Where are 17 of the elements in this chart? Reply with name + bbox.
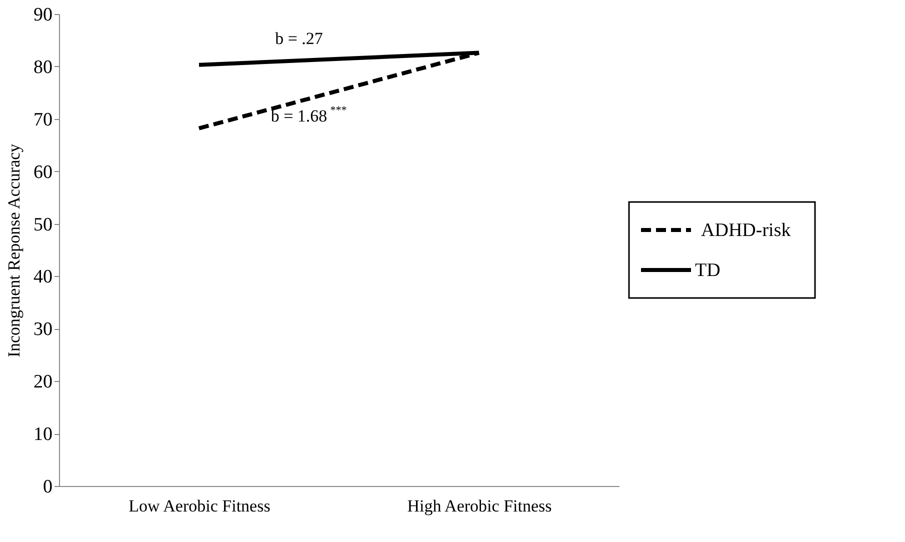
y-tick-label: 50 bbox=[34, 214, 52, 236]
x-tick-label: Low Aerobic Fitness bbox=[128, 496, 270, 516]
y-tick-label: 30 bbox=[34, 319, 52, 340]
y-tick-label: 90 bbox=[34, 4, 52, 26]
y-tick-label: 70 bbox=[34, 109, 52, 130]
legend-label: TD bbox=[695, 260, 720, 281]
y-tick-label: 80 bbox=[34, 56, 52, 78]
annotation: b = .27 bbox=[275, 28, 324, 48]
annotation: b = 1.68*** bbox=[270, 104, 347, 126]
legend-label: ADHD-risk bbox=[701, 220, 792, 241]
y-tick-label: 60 bbox=[34, 162, 52, 183]
y-tick-label: 10 bbox=[34, 424, 52, 446]
y-axis-title: Incongruent Reponse Accuracy bbox=[4, 143, 24, 358]
y-tick-label: 40 bbox=[34, 266, 52, 288]
y-tick-label: 20 bbox=[34, 372, 52, 393]
y-tick-label: 0 bbox=[43, 476, 52, 498]
x-tick-label: High Aerobic Fitness bbox=[407, 496, 552, 516]
